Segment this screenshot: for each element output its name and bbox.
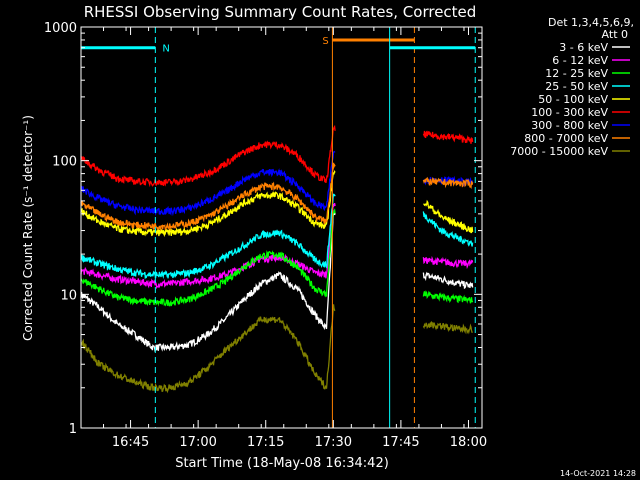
series-line-8-segment-1	[422, 321, 473, 335]
chart-title: RHESSI Observing Summary Count Rates, Co…	[84, 3, 477, 21]
series-line-0-segment-1	[422, 271, 474, 290]
flag-label-1: S	[322, 36, 328, 47]
x-axis: 16:45 17:00 17:15 17:30 17:45 18:00	[80, 27, 487, 450]
legend-label-1: 6 - 12 keV	[552, 54, 608, 67]
legend-header-detectors: Det 1,3,4,5,6,9,	[548, 16, 634, 29]
series-line-3-segment-1	[422, 211, 474, 247]
series-line-4-segment-0	[80, 169, 336, 238]
x-tick-label-3: 17:30	[315, 435, 352, 450]
y-axis: 1 10 100 1000	[44, 21, 482, 437]
legend-label-6: 300 - 800 keV	[531, 119, 608, 132]
series-line-0-segment-0	[80, 210, 336, 353]
legend-label-0: 3 - 6 keV	[559, 41, 608, 54]
series-line-1-segment-0	[80, 202, 336, 290]
x-tick-label-2: 17:15	[247, 435, 284, 450]
series-line-2-segment-0	[80, 208, 336, 307]
x-axis-label: Start Time (18-May-08 16:34:42)	[175, 456, 389, 471]
x-tick-label-5: 18:00	[450, 435, 487, 450]
series-line-8-segment-0	[80, 304, 336, 394]
flag-label-0: N	[162, 44, 169, 55]
plot-frame	[80, 26, 483, 429]
series-line-3-segment-0	[80, 193, 336, 280]
series-line-5-segment-0	[80, 124, 336, 188]
x-tick-label-0: 16:45	[112, 435, 149, 450]
y-axis-label: Corrected Count Rate (s⁻¹ detector⁻¹)	[21, 115, 35, 341]
legend-label-3: 25 - 50 keV	[545, 80, 608, 93]
legend-label-7: 800 - 7000 keV	[524, 132, 608, 145]
series-line-4-segment-1	[423, 199, 474, 234]
y-tick-label-3: 1000	[44, 21, 77, 36]
y-tick-label-1: 10	[60, 288, 77, 303]
legend-label-2: 12 - 25 keV	[545, 67, 608, 80]
series-line-5-segment-1	[422, 130, 474, 144]
timestamp: 14-Oct-2021 14:28	[560, 469, 636, 478]
series-line-7-segment-1	[422, 176, 474, 189]
plot-area: NS	[80, 27, 476, 428]
y-tick-label-0: 1	[69, 422, 77, 437]
legend-header-attenuator: Att 0	[602, 28, 628, 41]
series-line-6-segment-0	[80, 150, 336, 217]
y-tick-label-2: 100	[52, 155, 77, 170]
x-tick-label-1: 17:00	[179, 435, 216, 450]
legend-label-8: 7000 - 15000 keV	[510, 145, 608, 158]
x-tick-label-4: 17:45	[382, 435, 419, 450]
series-line-2-segment-1	[422, 290, 474, 304]
series-line-7-segment-0	[80, 162, 336, 232]
legend-label-4: 50 - 100 keV	[538, 93, 608, 106]
legend-label-5: 100 - 300 keV	[531, 106, 608, 119]
series-line-1-segment-1	[422, 255, 474, 270]
